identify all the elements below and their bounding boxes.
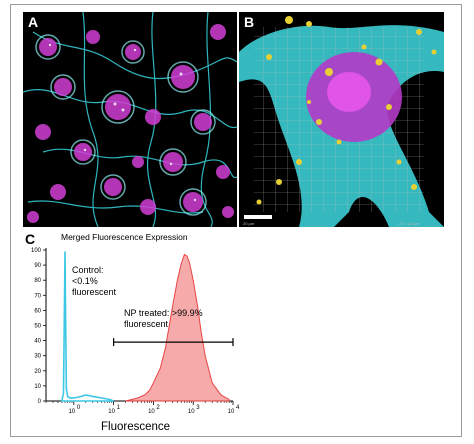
panel-a-microscopy-image: A [23,12,237,227]
control-annotation: Control: <0.1% fluorescent [72,265,116,298]
x-tick-exponent: 0 [77,405,81,411]
x-axis-label: Fluorescence [101,421,171,433]
y-tick-label: 100 [31,248,42,254]
scale-label-right: 21 × 24 µm [399,221,420,226]
control-histogram [60,251,114,402]
y-tick-label: 50 [34,324,41,330]
magenta-cell-bodies [27,24,234,223]
panel-a-cells-graphic [23,12,237,227]
treated-label-line-1: NP treated: >99.9% [124,308,203,318]
x-tick-label: 10 [188,409,195,415]
x-tick-label: 10 [228,409,235,415]
x-tick-exponent: 2 [156,405,160,411]
control-label-line-2: <0.1% [72,276,98,286]
y-tick-label: 30 [34,354,41,360]
y-tick-label: 60 [34,308,41,314]
np-treated-histogram [125,253,230,402]
panel-b-render-graphic [239,16,444,227]
x-tick-exponent: 1 [117,405,121,411]
panel-b-letter: B [244,14,255,30]
figure-frame [10,4,462,437]
y-tick-label: 20 [34,369,41,375]
white-speckles [48,43,197,202]
treated-label-line-2: fluorescent [124,319,169,329]
y-tick-label: 70 [34,293,41,299]
y-tick-label: 80 [34,278,41,284]
y-tick-label: 90 [34,263,41,269]
x-tick-label: 10 [108,409,115,415]
histogram-title: Merged Fluorescence Expression [61,232,188,242]
x-tick-label: 10 [68,409,75,415]
control-label-line-1: Control: [72,265,104,275]
treated-annotation: NP treated: >99.9% fluorescent [124,308,203,330]
cell-outline-rings [35,34,216,216]
yellow-nanoparticles [256,16,437,205]
y-tick-label: 0 [38,399,42,405]
y-tick-label: 10 [34,384,41,390]
panel-c-letter: C [25,231,36,247]
panel-a-letter: A [28,14,39,30]
scale-bar [244,215,272,219]
x-tick-exponent: 4 [236,405,240,411]
y-tick-label: 40 [34,339,41,345]
control-label-line-3: fluorescent [72,287,117,297]
x-tick-label: 10 [148,409,155,415]
x-tick-exponent: 3 [196,405,200,411]
panel-b-3d-render-image: B 20 µm 21 × 24 µm [239,12,444,227]
scale-label-left: 20 µm [243,221,255,226]
